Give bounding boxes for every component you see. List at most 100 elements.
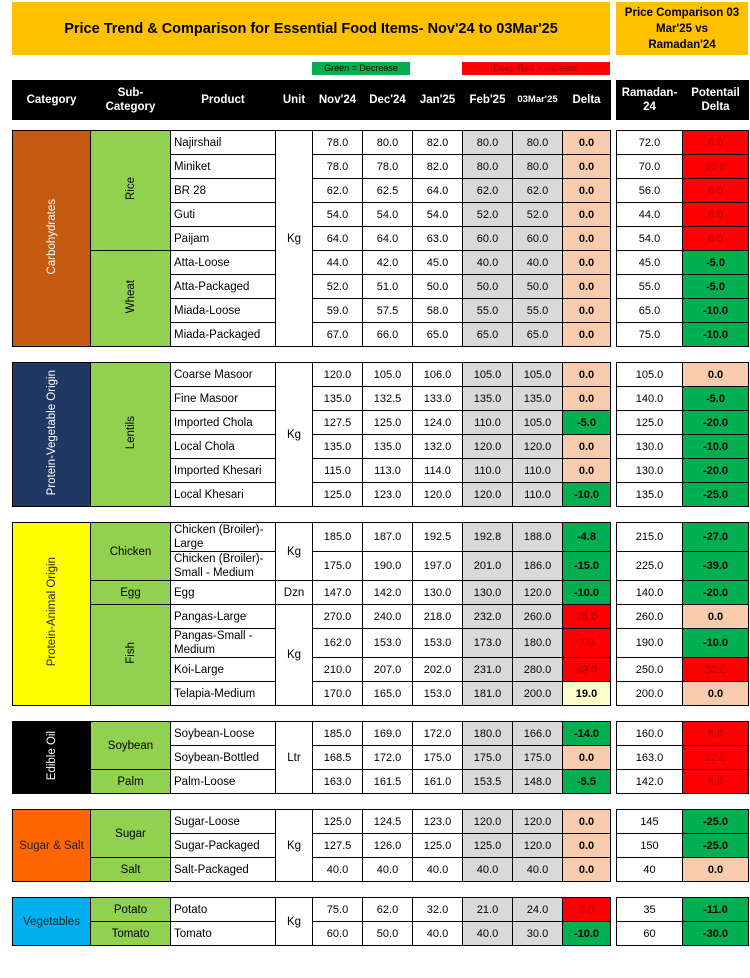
- delta-cell: -5.0: [682, 274, 749, 299]
- unit: Kg: [275, 809, 313, 882]
- column-header: 03Mar'25: [512, 80, 563, 120]
- price: 60.0: [312, 921, 363, 946]
- product: Telapia-Medium: [170, 681, 276, 706]
- ramadan-price: 70.0: [616, 154, 683, 179]
- price: 52.0: [512, 202, 563, 227]
- price: 148.0: [512, 769, 563, 794]
- price: 40.0: [412, 921, 463, 946]
- category-label: Vegetables: [23, 915, 80, 928]
- row: Fish Pangas-Large Kg 270.0 240.0 218.0 232.0 26…: [13, 604, 749, 706]
- row: Fine Masoor 135.0 132.5 133.0 135.0 135.0 0.0 1…: [13, 386, 749, 411]
- product: Sugar-Loose: [170, 809, 276, 834]
- price: 40.0: [312, 857, 363, 882]
- price: 120.0: [512, 580, 563, 605]
- table: Sugar & Salt Sugar Sugar-Loose Kg 125.0 124.5…: [12, 809, 749, 882]
- ramadan-price: 56.0: [616, 178, 683, 203]
- legend-red: Deep Red = Increase: [462, 62, 610, 75]
- product: Chicken (Broiler)-Large: [170, 522, 276, 552]
- price: 58.0: [412, 298, 463, 323]
- price: 180.0: [462, 721, 513, 746]
- sub-category-label: Egg: [120, 586, 141, 599]
- product: Potato: [170, 897, 276, 922]
- category-label: Edible Oil: [45, 730, 58, 781]
- row: Sugar & Salt Sugar Sugar-Loose Kg 125.0 124.5…: [12, 809, 749, 882]
- delta-cell: 0.0: [562, 250, 611, 275]
- delta-cell: -25.0: [682, 833, 749, 858]
- price: 124.0: [412, 410, 463, 435]
- price: 113.0: [362, 458, 413, 483]
- price: 260.0: [512, 604, 563, 629]
- sub-category-label: Chicken: [109, 545, 152, 558]
- price: 166.0: [512, 721, 563, 746]
- product: Fine Masoor: [170, 386, 276, 411]
- price: 123.0: [412, 809, 463, 834]
- row: Carbohydrates Rice Najirshail Kg 78.0 80.0 82.…: [12, 130, 749, 347]
- table: Protein-Vegetable Origin Lentils Coarse Ma…: [12, 362, 749, 507]
- ramadan-price: 163.0: [616, 745, 683, 770]
- price: 120.0: [512, 833, 563, 858]
- price: 125.0: [312, 482, 363, 507]
- price: 32.0: [412, 897, 463, 922]
- price: 105.0: [512, 362, 563, 387]
- price: 40.0: [462, 250, 513, 275]
- sub-category: Palm: [90, 769, 171, 794]
- price: 110.0: [462, 458, 513, 483]
- price: 52.0: [462, 202, 513, 227]
- row: Atta-Packaged 52.0 51.0 50.0 50.0 50.0 0.0 55.0…: [13, 274, 749, 299]
- delta-cell: -5.0: [562, 410, 611, 435]
- delta-cell: 0.0: [562, 833, 611, 858]
- row: Local Chola 135.0 135.0 132.0 120.0 120.0 0.0 1…: [13, 434, 749, 459]
- price: 80.0: [462, 154, 513, 179]
- price: 175.0: [412, 745, 463, 770]
- price: 232.0: [462, 604, 513, 629]
- price: 105.0: [362, 362, 413, 387]
- price: 80.0: [512, 130, 563, 155]
- price: 120.0: [462, 482, 513, 507]
- ramadan-price: 75.0: [616, 322, 683, 347]
- price: 127.5: [312, 410, 363, 435]
- product: Imported Khesari: [170, 458, 276, 483]
- price: 60.0: [462, 226, 513, 251]
- price: 210.0: [312, 657, 363, 682]
- column-header: Delta: [562, 80, 611, 120]
- ramadan-price: 105.0: [616, 362, 683, 387]
- sub-category: Lentils: [90, 362, 171, 507]
- price: 80.0: [462, 130, 513, 155]
- ramadan-price: 260.0: [616, 604, 683, 629]
- delta-cell: 0.0: [562, 362, 611, 387]
- delta-cell: 0.0: [682, 681, 749, 706]
- delta-cell: -10.0: [682, 434, 749, 459]
- ramadan-price: 60: [616, 921, 683, 946]
- price: 65.0: [412, 322, 463, 347]
- delta-cell: 6.0: [682, 721, 749, 746]
- delta-cell: -10.0: [562, 921, 611, 946]
- sub-category-label: Tomato: [111, 927, 150, 940]
- price: 165.0: [362, 681, 413, 706]
- price: 130.0: [412, 580, 463, 605]
- table: Carbohydrates Rice Najirshail Kg 78.0 80.0 82.…: [12, 130, 749, 347]
- sub-category-label: Potato: [113, 903, 148, 916]
- price: 106.0: [412, 362, 463, 387]
- price: 180.0: [512, 628, 563, 658]
- delta-cell: 0.0: [562, 322, 611, 347]
- price: 40.0: [462, 921, 513, 946]
- delta-cell: -10.0: [682, 322, 749, 347]
- price: 54.0: [412, 202, 463, 227]
- price: 55.0: [512, 298, 563, 323]
- price: 153.0: [412, 681, 463, 706]
- product: Atta-Packaged: [170, 274, 276, 299]
- delta-cell: 8.0: [682, 130, 749, 155]
- delta-cell: 0.0: [562, 226, 611, 251]
- ramadan-price: 45.0: [616, 250, 683, 275]
- price: 125.0: [312, 809, 363, 834]
- price: 50.0: [512, 274, 563, 299]
- delta-cell: -14.0: [562, 721, 611, 746]
- product: Soybean-Loose: [170, 721, 276, 746]
- delta-cell: -5.0: [682, 250, 749, 275]
- price: 147.0: [312, 580, 363, 605]
- product: Local Chola: [170, 434, 276, 459]
- price: 175.0: [512, 745, 563, 770]
- price: 51.0: [362, 274, 413, 299]
- price: 21.0: [462, 897, 513, 922]
- price: 186.0: [512, 551, 563, 581]
